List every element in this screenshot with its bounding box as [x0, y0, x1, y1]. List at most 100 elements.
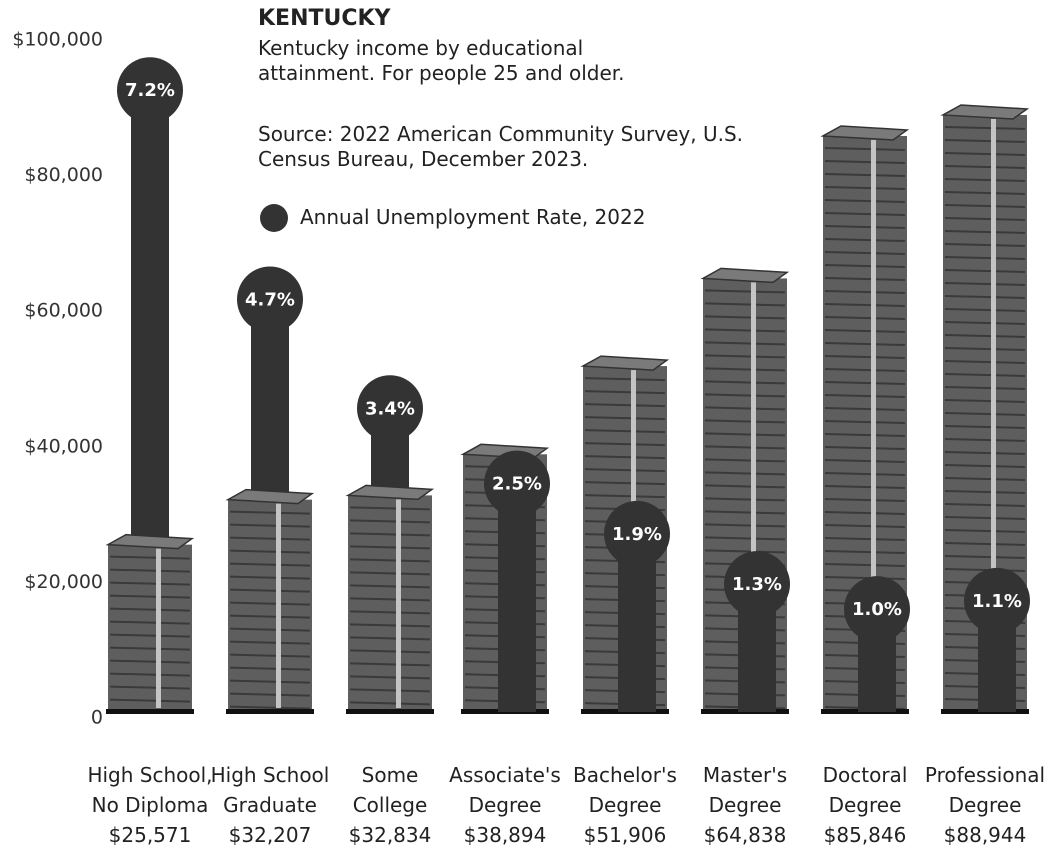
x-tick-label: High School, No Diploma: [87, 763, 213, 817]
bill-edge: [944, 450, 1026, 455]
x-tick-label: Master's Degree: [702, 763, 788, 817]
bill-edge: [824, 289, 906, 294]
bill-edge: [229, 705, 311, 710]
bill-edge: [349, 597, 431, 602]
stack-base: [106, 709, 194, 714]
bill-edge: [704, 458, 786, 463]
bill-edge: [704, 484, 786, 489]
bill-edge: [944, 229, 1026, 234]
value-label: $51,906: [583, 823, 667, 847]
bill-edge: [349, 519, 431, 524]
value-label: $32,834: [348, 823, 432, 847]
bill-edge: [944, 268, 1026, 273]
bill-edge: [704, 471, 786, 476]
bill-edge: [944, 177, 1026, 182]
bill-edge: [349, 675, 431, 680]
bill-edge: [944, 138, 1026, 143]
bill-edge: [944, 515, 1026, 520]
value-label: $64,838: [703, 823, 787, 847]
bill-edge: [229, 653, 311, 658]
bill-edge: [824, 354, 906, 359]
rate-stem: [498, 483, 536, 712]
bill-edge: [824, 146, 906, 151]
bill-band: [276, 503, 281, 708]
bill-band: [871, 139, 876, 709]
bill-edge: [229, 666, 311, 671]
rate-label: 1.0%: [852, 599, 902, 620]
legend-marker: [260, 204, 288, 232]
bill-edge: [349, 584, 431, 589]
bill-edge: [349, 662, 431, 667]
stack-top: [225, 488, 315, 505]
bill-edge: [704, 302, 786, 307]
bar: [108, 544, 192, 712]
bill-edge: [229, 601, 311, 606]
rate-label: 1.9%: [612, 524, 662, 545]
y-tick-label: $20,000: [24, 571, 103, 593]
bill-band: [396, 499, 401, 708]
rate-dot: [484, 450, 550, 517]
bill-edge: [349, 506, 431, 511]
bill-edge: [704, 510, 786, 515]
bill-edge: [944, 307, 1026, 312]
source-note: Source: 2022 American Community Survey, …: [258, 122, 744, 171]
bill-edge: [109, 555, 191, 560]
rate-dot: [237, 266, 303, 333]
bill-edge: [824, 367, 906, 372]
bill-edge: [704, 341, 786, 346]
bill-edge: [944, 164, 1026, 169]
bill-edge: [944, 125, 1026, 130]
bill-edge: [944, 398, 1026, 403]
rate-dot: [357, 375, 423, 442]
bill-edge: [109, 594, 191, 599]
bill-edge: [824, 419, 906, 424]
y-tick-label: 0: [91, 707, 103, 729]
bill-band: [751, 282, 756, 708]
x-category: High School, No Diploma $25,571: [86, 760, 214, 848]
bill-edge: [824, 315, 906, 320]
bill-edge: [229, 614, 311, 619]
x-category: Associate's Degree $38,894: [441, 760, 569, 848]
bill-edge: [229, 562, 311, 567]
bill-edge: [944, 216, 1026, 221]
bill-edge: [704, 432, 786, 437]
bill-edge: [824, 276, 906, 281]
bill-edge: [944, 528, 1026, 533]
bill-edge: [944, 320, 1026, 325]
bill-edge: [109, 646, 191, 651]
rate-label: 1.3%: [732, 574, 782, 595]
bill-edge: [704, 419, 786, 424]
y-tick-label: $40,000: [24, 435, 103, 457]
bill-edge: [349, 701, 431, 706]
bill-edge: [824, 328, 906, 333]
bill-edge: [349, 545, 431, 550]
bill-edge: [944, 151, 1026, 156]
bill-edge: [109, 633, 191, 638]
bill-edge: [229, 588, 311, 593]
bill-edge: [704, 523, 786, 528]
bill-edge: [824, 432, 906, 437]
bill-edge: [824, 549, 906, 554]
bill-edge: [824, 159, 906, 164]
rate-label: 1.1%: [972, 591, 1022, 612]
rate-dot: [724, 551, 790, 618]
bill-edge: [824, 237, 906, 242]
bill-edge: [349, 558, 431, 563]
value-label: $85,846: [823, 823, 907, 847]
bill-edge: [229, 692, 311, 697]
x-tick-label: Bachelor's Degree: [573, 763, 677, 817]
chart-title: KENTUCKY: [258, 6, 391, 31]
bill-edge: [824, 445, 906, 450]
bill-edge: [944, 489, 1026, 494]
legend-label: Annual Unemployment Rate, 2022: [300, 205, 646, 229]
bill-edge: [824, 302, 906, 307]
stack-top: [105, 533, 195, 550]
rate-label: 4.7%: [245, 289, 295, 310]
bill-edge: [349, 636, 431, 641]
bill-edge: [584, 403, 666, 408]
bill-edge: [824, 523, 906, 528]
bill-edge: [944, 541, 1026, 546]
bill-edge: [824, 263, 906, 268]
bill-edge: [824, 250, 906, 255]
